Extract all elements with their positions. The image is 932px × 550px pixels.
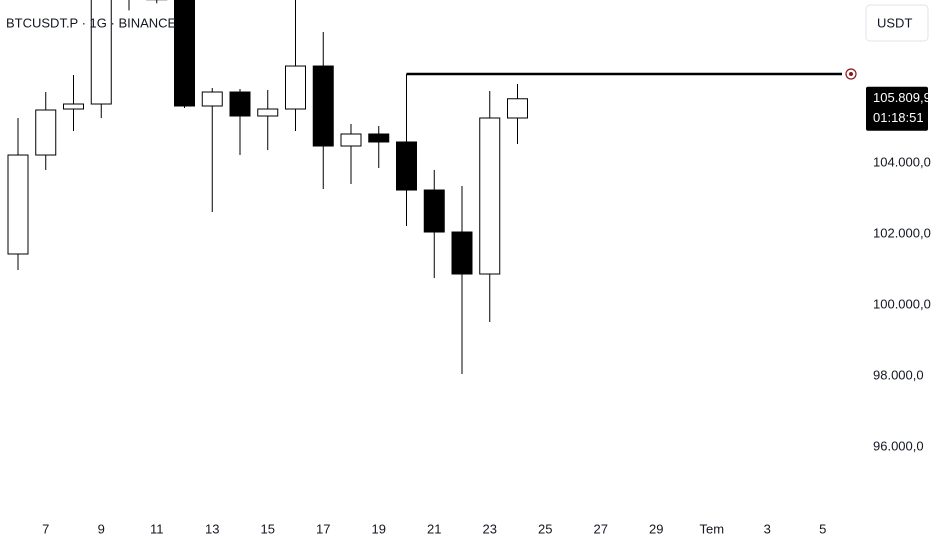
currency: USDT	[877, 15, 912, 30]
candle-body	[174, 0, 195, 107]
x-tick-label: 21	[427, 521, 441, 536]
x-tick-label: 23	[483, 521, 497, 536]
y-tick-label: 100.000,0	[873, 296, 931, 311]
candle-body	[312, 65, 334, 147]
last-price-label: 105.809,9	[873, 90, 931, 105]
x-tick-label: 5	[819, 521, 826, 536]
x-tick-label: 29	[649, 521, 663, 536]
reference-marker-dot	[849, 72, 853, 77]
candle-body	[423, 189, 445, 233]
plot-area	[7, 0, 842, 375]
candle-body	[451, 231, 473, 275]
currency-box[interactable]	[865, 4, 929, 42]
chart-title: BTCUSDT.P · 1G · BINANCE	[6, 15, 177, 30]
x-tick-label: 3	[764, 521, 771, 536]
candle-body	[35, 109, 57, 156]
x-tick-label: 13	[205, 521, 219, 536]
x-tick-label: 19	[372, 521, 386, 536]
x-tick-label: 17	[316, 521, 330, 536]
y-tick-label: 96.000,0	[873, 438, 924, 453]
candle-body	[507, 98, 528, 119]
candle-body	[7, 154, 29, 255]
x-tick-label: 9	[98, 521, 105, 536]
x-tick-label: 7	[42, 521, 49, 536]
x-tick-label: 25	[538, 521, 552, 536]
candle-body	[368, 133, 390, 143]
x-tick-label: Tem	[699, 521, 724, 536]
candle-body	[257, 108, 279, 117]
candle-body	[396, 141, 417, 191]
candle-body	[63, 103, 84, 110]
x-tick-label: 15	[261, 521, 275, 536]
candle-body	[285, 65, 306, 110]
countdown: 01:18:51	[873, 110, 924, 125]
y-tick-label: 104.000,0	[873, 154, 931, 169]
candle-body	[479, 117, 501, 275]
x-tick-label: 27	[594, 521, 608, 536]
y-tick-label: 102.000,0	[873, 225, 931, 240]
candle-body	[229, 91, 251, 117]
candle-body	[201, 91, 223, 107]
y-tick-label: 98.000,0	[873, 367, 924, 382]
last-price-box	[866, 86, 928, 131]
candle-body	[340, 133, 362, 147]
candle-body	[90, 0, 112, 105]
x-tick-label: 11	[150, 521, 164, 536]
